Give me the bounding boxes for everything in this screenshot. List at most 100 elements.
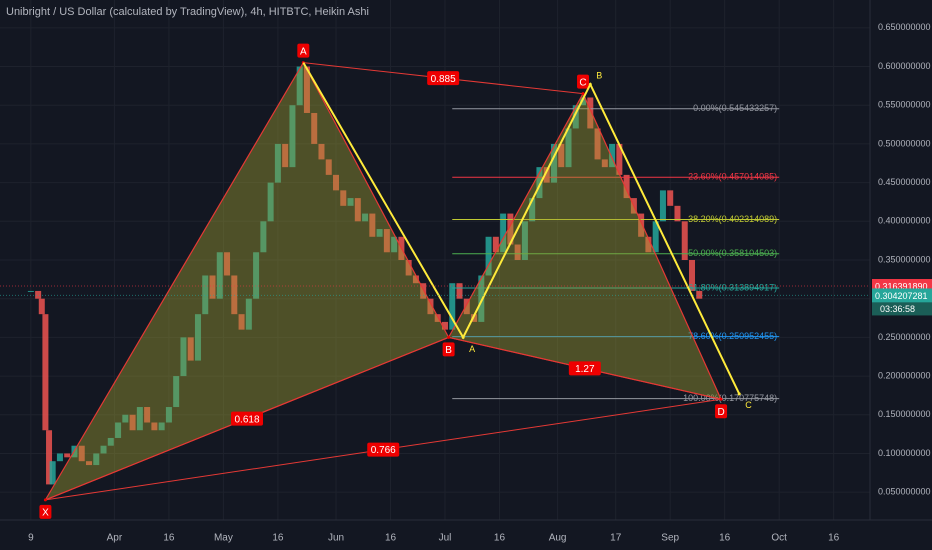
candle	[362, 213, 369, 222]
abc-point	[737, 392, 741, 396]
x-tick-label: Jul	[439, 533, 452, 544]
candle	[565, 128, 572, 168]
plot: 0.00%(0.545433257) 23.60%(0.457014085) 38.…	[0, 43, 870, 519]
candle	[318, 143, 325, 160]
point-badge	[39, 504, 52, 519]
candle	[325, 159, 332, 175]
candle	[64, 453, 71, 458]
candle	[100, 445, 107, 454]
candle	[674, 205, 681, 222]
abc-label: C	[745, 400, 752, 410]
candle	[38, 298, 45, 315]
y-tick-label: 0.650000000	[878, 22, 931, 32]
candle	[245, 298, 252, 330]
point-badge	[577, 74, 590, 89]
candle	[405, 260, 412, 276]
x-tick-label: Jun	[328, 533, 344, 544]
point-label: C	[579, 77, 586, 88]
pattern-point	[581, 92, 585, 96]
candle	[187, 337, 194, 361]
x-tick-label: Oct	[771, 533, 787, 544]
ratio-label: 1.27	[575, 364, 595, 375]
candle	[572, 105, 579, 129]
y-tick-label: 0.550000000	[878, 100, 931, 110]
candle	[144, 407, 151, 423]
candle	[689, 260, 696, 291]
candle	[151, 422, 158, 431]
candle	[194, 314, 201, 361]
candle	[296, 66, 303, 106]
candle	[354, 198, 361, 222]
ratio-label: 0.766	[371, 445, 396, 456]
x-tick-label: 17	[610, 533, 622, 544]
candle	[471, 314, 478, 322]
x-tick-label: 16	[494, 533, 506, 544]
point-badge	[442, 342, 455, 357]
fib-label: 23.60%(0.457014085)	[688, 172, 777, 182]
candle	[558, 143, 565, 168]
candle	[46, 430, 53, 485]
candle	[173, 376, 180, 408]
candle	[427, 298, 434, 315]
candle	[580, 97, 587, 106]
candle	[609, 143, 616, 168]
candle	[681, 221, 688, 260]
x-tick-label: May	[214, 533, 233, 544]
candle	[514, 244, 521, 260]
candle	[412, 275, 419, 284]
candle	[507, 213, 514, 245]
candle	[202, 275, 209, 315]
ratio-badge	[231, 411, 264, 426]
candle	[311, 112, 318, 144]
candle	[420, 283, 427, 299]
candle	[638, 213, 645, 237]
x-tick-label: 16	[385, 533, 397, 544]
price-tag	[872, 288, 932, 303]
abc-label: B	[596, 71, 602, 81]
candle	[696, 290, 703, 299]
candle	[180, 337, 187, 377]
candle	[49, 461, 56, 485]
candle	[253, 252, 260, 299]
candle	[521, 221, 528, 260]
candle	[616, 143, 623, 175]
y-tick-label: 0.500000000	[878, 138, 931, 148]
y-tick-label: 0.150000000	[878, 409, 931, 419]
abc-point	[461, 335, 465, 339]
candle	[85, 461, 92, 466]
y-tick-label: 0.250000000	[878, 332, 931, 342]
grid	[0, 0, 870, 520]
candle	[492, 236, 499, 253]
candle	[158, 422, 165, 431]
candle	[391, 236, 398, 253]
candle	[601, 159, 608, 168]
abc-label: A	[469, 344, 475, 354]
candle	[587, 97, 594, 129]
candle	[645, 236, 652, 253]
x-tick-label: Sep	[661, 533, 679, 544]
y-tick-label: 0.200000000	[878, 370, 931, 380]
point-badge	[715, 404, 728, 419]
point-label: X	[42, 508, 49, 519]
candle	[500, 213, 507, 253]
candle	[340, 190, 347, 206]
ratio-label: 0.885	[431, 74, 456, 85]
pattern-point	[43, 498, 47, 502]
candle	[623, 174, 630, 199]
x-tick-label: 16	[272, 533, 284, 544]
candle	[536, 167, 543, 199]
x-tick-label: 16	[719, 533, 731, 544]
candle	[659, 190, 666, 222]
candle	[594, 128, 601, 160]
x-tick-label: Aug	[549, 533, 567, 544]
candle	[456, 283, 463, 299]
candle	[224, 252, 231, 276]
candle	[289, 105, 296, 168]
y-tick-label: 0.600000000	[878, 61, 931, 71]
candle	[27, 290, 34, 292]
fib-label: 38.20%(0.402314089)	[688, 214, 777, 224]
candle	[129, 414, 136, 431]
chart-title: Unibright / US Dollar (calculated by Tra…	[6, 6, 369, 18]
candle	[93, 453, 100, 466]
